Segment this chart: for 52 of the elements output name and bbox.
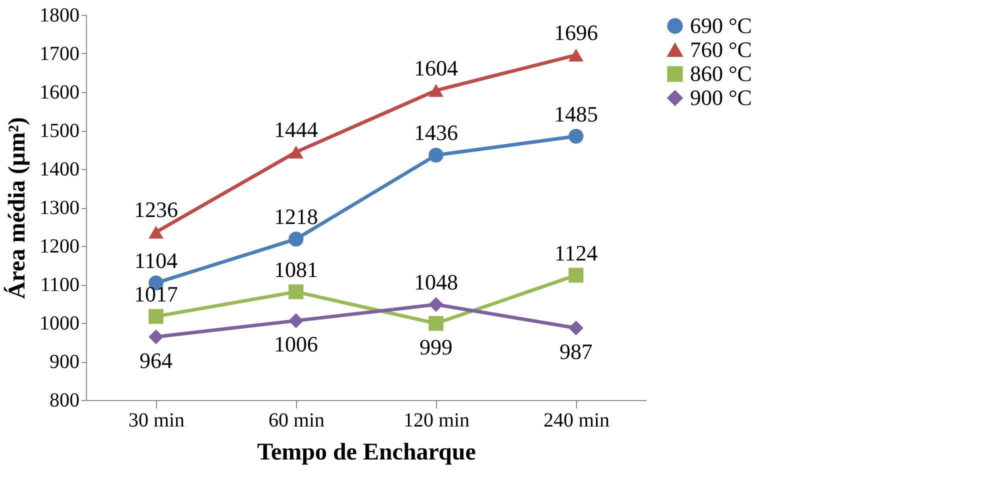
y-tick-label: 1300 <box>40 197 80 219</box>
point <box>428 148 444 163</box>
data-label: 1696 <box>554 20 598 46</box>
data-label: 1048 <box>414 270 458 295</box>
y-tick-label: 900 <box>50 351 80 373</box>
y-tick-label: 1700 <box>40 43 80 65</box>
y-tick-label: 1400 <box>40 158 80 180</box>
legend-label: 760 °C <box>690 37 752 62</box>
data-label: 964 <box>140 348 172 373</box>
y-tick-label: 1500 <box>40 120 80 142</box>
point <box>288 232 304 246</box>
data-label: 1436 <box>414 120 458 146</box>
x-tick-label: 30 min <box>128 410 185 432</box>
y-tick-label: 1200 <box>40 236 80 258</box>
x-tick-label: 60 min <box>268 410 325 432</box>
point <box>148 309 164 324</box>
y-tick-label: 1100 <box>40 274 80 296</box>
x-tick-label: 120 min <box>403 410 470 432</box>
data-label: 1104 <box>134 248 178 273</box>
data-label: 1444 <box>274 117 318 142</box>
data-label: 1604 <box>414 55 458 80</box>
point <box>428 297 444 312</box>
y-tick-label: 800 <box>50 390 80 412</box>
data-label: 1124 <box>554 240 598 266</box>
point <box>568 128 584 144</box>
y-tick-label: 1600 <box>40 82 80 104</box>
point <box>428 84 444 97</box>
data-label: 1485 <box>554 101 598 126</box>
y-axis-title: Área média (µm²) <box>4 117 30 299</box>
point <box>288 284 304 300</box>
y-tick-label: 1000 <box>40 312 80 334</box>
data-label: 987 <box>560 339 592 364</box>
point <box>288 313 304 328</box>
point <box>568 48 584 62</box>
y-tick-label: 1800 <box>40 4 80 26</box>
point <box>568 320 584 336</box>
x-tick-label: 240 min <box>543 410 610 432</box>
data-label: 999 <box>420 334 452 360</box>
data-label: 1218 <box>274 204 318 230</box>
data-label: 1236 <box>134 197 178 222</box>
data-label: 1081 <box>274 256 318 282</box>
point <box>148 226 164 239</box>
x-axis-title: Tempo de Encharque <box>257 440 476 466</box>
point <box>428 316 444 331</box>
legend-label: 860 °C <box>690 61 752 86</box>
legend-label: 690 °C <box>690 13 752 38</box>
data-label: 1017 <box>134 281 178 306</box>
data-label: 1006 <box>274 332 318 357</box>
point <box>288 146 304 158</box>
legend-label: 900 °C <box>690 85 752 110</box>
point <box>148 329 164 344</box>
point <box>568 268 584 283</box>
